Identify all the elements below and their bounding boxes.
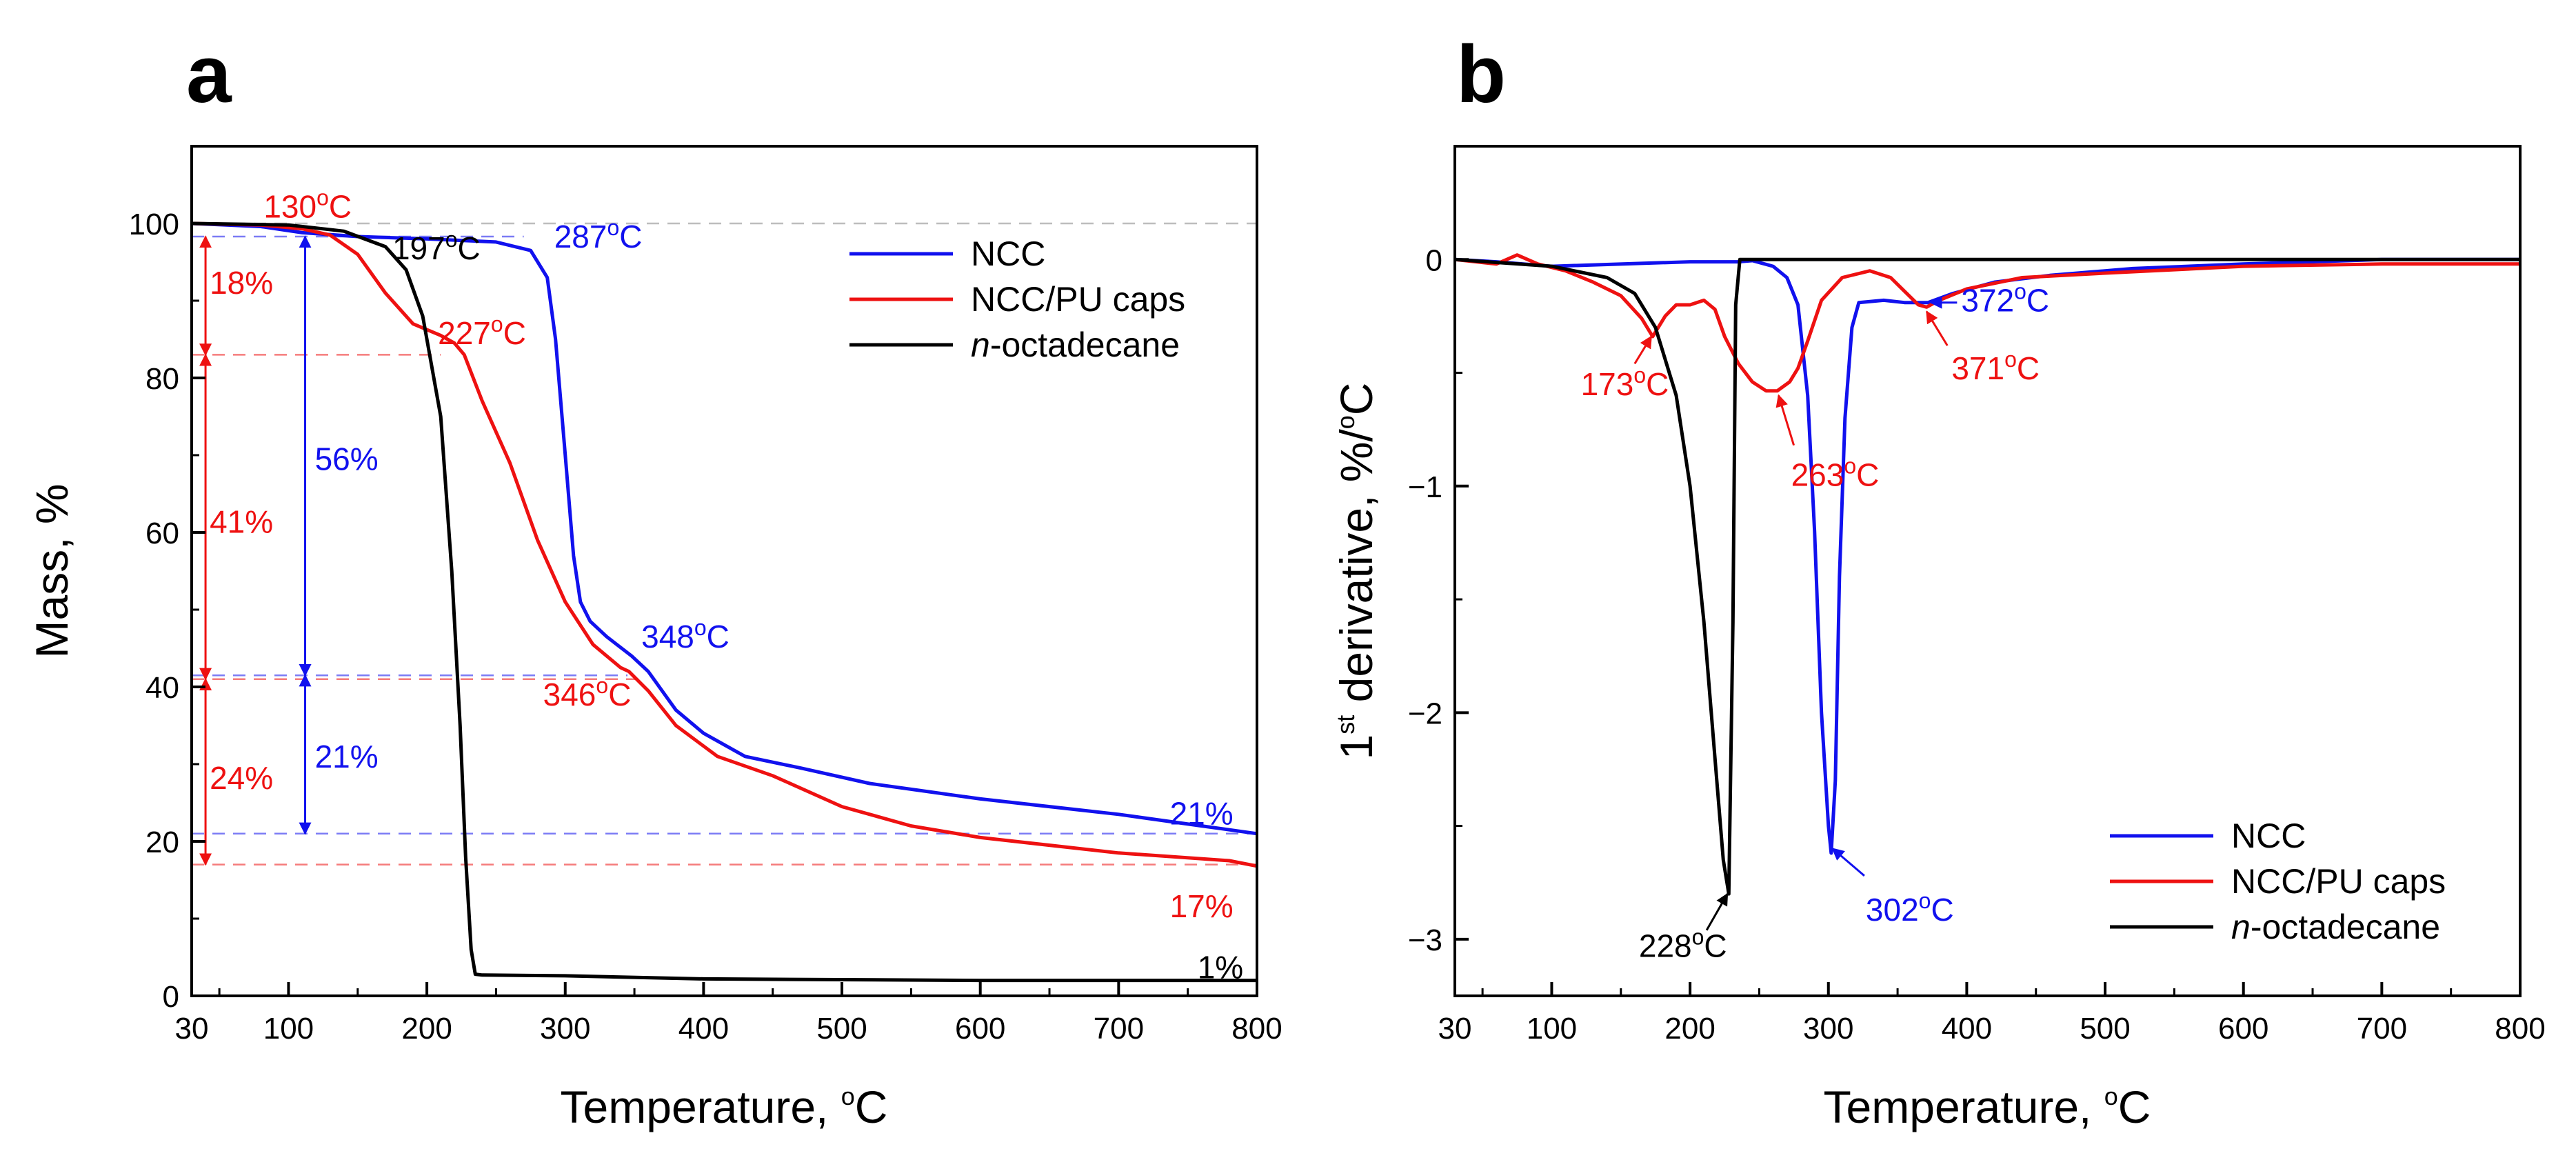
y-tick-label: 40 bbox=[145, 671, 179, 705]
panel-label-a: a bbox=[186, 29, 232, 120]
x-tick-label: 100 bbox=[263, 1012, 314, 1046]
annotation-label: 346oC bbox=[543, 673, 632, 712]
x-tick-label: 400 bbox=[678, 1012, 729, 1046]
y-tick-label: 0 bbox=[1426, 243, 1442, 277]
legend-entry: NCC/PU caps bbox=[2231, 862, 2446, 901]
annotation-label: 287oC bbox=[554, 215, 643, 254]
legend-b: NCC NCC/PU caps n-octadecane bbox=[2110, 817, 2446, 946]
series-line-ncc-pu-caps bbox=[1454, 253, 2520, 393]
y-tick-label: 80 bbox=[145, 362, 179, 396]
annotation-label: 56% bbox=[315, 441, 379, 477]
y-tick-label: 20 bbox=[145, 826, 179, 859]
annotations-b: 173oC 263oC 372oC 371oC 302oC 228oC bbox=[1581, 279, 2050, 963]
series-line-n-octadecane bbox=[191, 221, 1257, 983]
series-line-ncc bbox=[191, 221, 1258, 836]
x-tick-label: 30 bbox=[1438, 1012, 1472, 1046]
y-tick-label: 60 bbox=[145, 517, 179, 550]
annotation-arrow bbox=[1831, 848, 1865, 877]
x-tick-label: 100 bbox=[1527, 1012, 1577, 1046]
series-lines bbox=[191, 221, 1258, 983]
series-line-ncc bbox=[1454, 257, 2520, 855]
annotation-label: 348oC bbox=[641, 615, 729, 654]
panel-label-b: b bbox=[1456, 29, 1506, 120]
chart-a: 30 100 200 300 400 500 600 700 800 0 20 40 60 80 100 1… bbox=[26, 145, 1282, 1132]
x-tick-label: 300 bbox=[540, 1012, 590, 1046]
plot-frame-b bbox=[1453, 145, 2522, 997]
annotation-label: 228oC bbox=[1639, 925, 1727, 964]
x-tick-label: 800 bbox=[2495, 1012, 2545, 1046]
annotation-label: 21% bbox=[315, 739, 379, 774]
annotation-label: 302oC bbox=[1866, 888, 1954, 928]
annotation-label: 372oC bbox=[1961, 279, 2049, 318]
annotation-arrow bbox=[1705, 892, 1729, 931]
legend-entry: NCC bbox=[971, 234, 1045, 273]
legend-entry: n-octadecane bbox=[971, 326, 1180, 364]
chart-b: 30 100 200 300 400 500 600 700 800 −3 −2 −1 0 173oC 2… bbox=[1331, 145, 2546, 1132]
axis-ticks-b: 30 100 200 300 400 500 600 700 800 −3 −2 −1 0 bbox=[1408, 145, 2546, 1046]
annotation-label: 1% bbox=[1198, 950, 1243, 986]
annotation-label: 21% bbox=[1170, 796, 1234, 832]
y-axis-label-a: Mass, % bbox=[26, 483, 77, 658]
series-line-n-octadecane bbox=[1454, 257, 2520, 896]
x-tick-label: 600 bbox=[2218, 1012, 2268, 1046]
y-axis-label-b: 1st derivative, %/oC bbox=[1331, 383, 1382, 760]
y-tick-label: 100 bbox=[129, 208, 179, 241]
x-tick-label: 200 bbox=[1664, 1012, 1715, 1046]
x-tick-label: 500 bbox=[816, 1012, 867, 1046]
x-tick-label: 600 bbox=[955, 1012, 1005, 1046]
annotation-label: 263oC bbox=[1791, 453, 1880, 492]
y-tick-label: −2 bbox=[1408, 697, 1442, 730]
x-tick-label: 30 bbox=[175, 1012, 209, 1046]
y-tick-label: 0 bbox=[163, 980, 179, 1014]
x-axis-label-a: Temperature, oC bbox=[561, 1081, 888, 1132]
annotation-label: 130oC bbox=[263, 185, 352, 224]
y-tick-label: −3 bbox=[1408, 923, 1442, 957]
x-tick-label: 700 bbox=[1094, 1012, 1144, 1046]
plot-frame-a bbox=[190, 145, 1258, 997]
annotation-label: 227oC bbox=[438, 312, 526, 351]
x-axis-label-b: Temperature, oC bbox=[1824, 1081, 2151, 1132]
legend-entry: NCC/PU caps bbox=[971, 280, 1185, 319]
legend-a: NCC NCC/PU caps n-octadecane bbox=[849, 234, 1185, 364]
series-line-ncc-pu-caps bbox=[191, 221, 1258, 868]
annotation-label: 173oC bbox=[1581, 363, 1669, 402]
x-tick-label: 700 bbox=[2357, 1012, 2407, 1046]
annotation-arrow bbox=[1633, 335, 1653, 365]
x-tick-label: 300 bbox=[1803, 1012, 1853, 1046]
x-tick-label: 400 bbox=[1942, 1012, 1992, 1046]
annotation-label: 18% bbox=[210, 265, 273, 301]
axis-ticks-a: 30 100 200 300 400 500 600 700 800 0 20 40 60 80 100 bbox=[129, 145, 1282, 1046]
annotation-label: 41% bbox=[210, 503, 273, 539]
annotation-label: 197oC bbox=[392, 227, 481, 266]
legend-entry: NCC bbox=[2231, 817, 2306, 855]
annotation-label: 17% bbox=[1170, 888, 1234, 924]
legend-entry: n-octadecane bbox=[2231, 908, 2440, 946]
y-tick-label: −1 bbox=[1408, 470, 1442, 504]
annotation-label: 371oC bbox=[1951, 347, 2040, 386]
annotation-label: 24% bbox=[210, 760, 273, 796]
x-tick-label: 200 bbox=[401, 1012, 452, 1046]
x-tick-label: 500 bbox=[2080, 1012, 2130, 1046]
x-tick-label: 800 bbox=[1231, 1012, 1282, 1046]
series-lines bbox=[1454, 253, 2520, 896]
annotation-arrow bbox=[1775, 394, 1795, 446]
annotation-arrow bbox=[1925, 310, 1949, 346]
bracket-arrows bbox=[199, 235, 312, 866]
